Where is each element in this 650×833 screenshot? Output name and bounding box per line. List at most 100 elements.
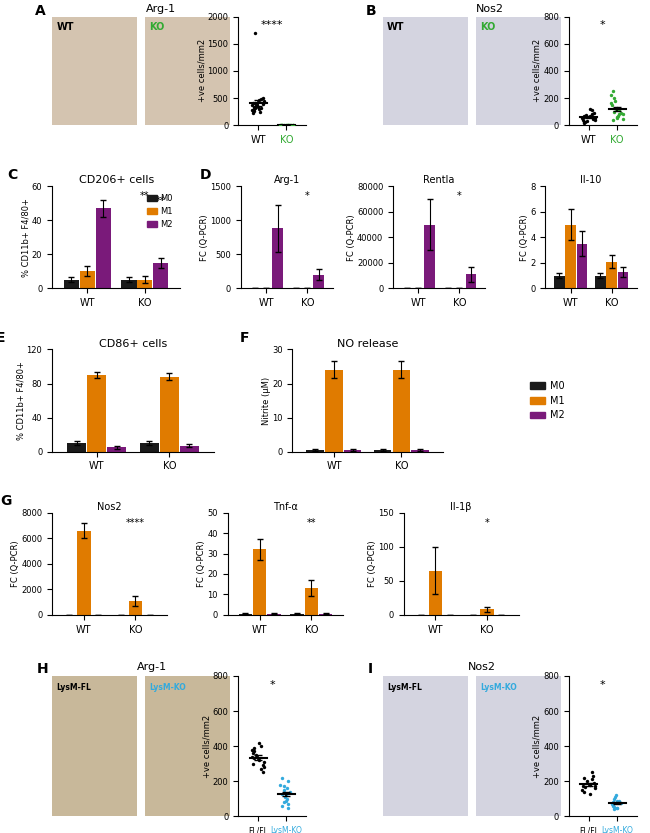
Text: KO: KO xyxy=(480,22,495,32)
Bar xyxy=(304,588,318,615)
Y-axis label: Nitrite (μM): Nitrite (μM) xyxy=(262,377,270,425)
Point xyxy=(588,770,599,783)
Point xyxy=(250,101,261,114)
Point xyxy=(259,95,270,108)
Point xyxy=(616,107,626,120)
Point xyxy=(612,101,623,114)
Point xyxy=(247,103,257,117)
Point xyxy=(277,771,287,785)
Bar xyxy=(77,531,90,615)
Point xyxy=(277,118,287,132)
Y-axis label: FC (Q-PCR): FC (Q-PCR) xyxy=(520,214,529,261)
Text: ****: **** xyxy=(126,518,145,528)
Point xyxy=(258,766,268,779)
Text: *: * xyxy=(600,20,606,30)
Bar xyxy=(554,276,565,288)
Point xyxy=(278,796,289,809)
Point xyxy=(281,117,292,131)
Point xyxy=(587,107,597,121)
Point xyxy=(585,778,595,791)
Point xyxy=(588,776,599,790)
Bar xyxy=(80,272,95,288)
Point xyxy=(612,795,623,808)
Text: E: E xyxy=(0,331,5,345)
Y-axis label: FC (Q-PCR): FC (Q-PCR) xyxy=(11,541,20,587)
Point xyxy=(577,783,588,796)
Bar xyxy=(107,447,126,451)
Bar xyxy=(344,450,361,451)
Text: LysM-KO: LysM-KO xyxy=(150,683,186,692)
Point xyxy=(610,791,621,804)
Point xyxy=(280,789,291,802)
Bar xyxy=(424,225,435,288)
Text: *: * xyxy=(457,192,462,202)
Point xyxy=(606,88,616,102)
Point xyxy=(256,92,266,106)
Point xyxy=(579,116,590,129)
Title: NO release: NO release xyxy=(337,339,398,349)
Y-axis label: +ve cells/mm2: +ve cells/mm2 xyxy=(202,715,211,778)
Text: Arg-1: Arg-1 xyxy=(146,3,176,13)
Point xyxy=(590,781,600,795)
Bar xyxy=(239,614,252,615)
Point xyxy=(259,761,270,774)
Y-axis label: FC (Q-PCR): FC (Q-PCR) xyxy=(346,214,356,261)
Title: Il-10: Il-10 xyxy=(580,176,602,186)
Legend: M0, M1, M2: M0, M1, M2 xyxy=(144,191,176,232)
Y-axis label: FC (Q-PCR): FC (Q-PCR) xyxy=(200,214,209,261)
Point xyxy=(249,104,259,117)
Point xyxy=(285,785,296,798)
Point xyxy=(275,118,285,132)
Bar xyxy=(411,450,429,451)
Bar xyxy=(129,601,142,615)
Point xyxy=(606,97,616,110)
Point xyxy=(278,780,289,793)
Point xyxy=(287,118,298,132)
Point xyxy=(256,740,266,753)
Point xyxy=(585,102,595,116)
Point xyxy=(281,794,291,807)
Title: Rentla: Rentla xyxy=(423,176,454,186)
Y-axis label: +ve cells/mm2: +ve cells/mm2 xyxy=(197,39,206,102)
Point xyxy=(612,801,623,814)
Point xyxy=(257,759,268,772)
Text: Nos2: Nos2 xyxy=(468,662,496,672)
Point xyxy=(608,113,618,127)
Text: A: A xyxy=(35,3,46,17)
Point xyxy=(607,98,618,112)
Point xyxy=(590,114,601,127)
Text: Nos2: Nos2 xyxy=(476,3,504,13)
Point xyxy=(609,92,619,105)
Point xyxy=(254,102,265,116)
Bar xyxy=(67,443,86,451)
Text: KO: KO xyxy=(150,22,164,32)
Text: WT: WT xyxy=(387,22,404,32)
Bar xyxy=(272,228,283,288)
Point xyxy=(279,783,289,796)
Point xyxy=(612,802,622,816)
Point xyxy=(254,93,265,107)
Text: **: ** xyxy=(140,192,150,202)
Point xyxy=(285,118,296,132)
Point xyxy=(608,796,618,809)
Text: C: C xyxy=(7,168,18,182)
Point xyxy=(252,98,263,112)
Bar xyxy=(267,614,281,615)
Text: Arg-1: Arg-1 xyxy=(137,662,167,672)
Point xyxy=(247,743,257,756)
Point xyxy=(580,115,590,128)
Point xyxy=(283,801,293,814)
Point xyxy=(259,756,270,769)
Title: Tnf-α: Tnf-α xyxy=(273,502,298,512)
Title: CD206+ cells: CD206+ cells xyxy=(79,176,154,186)
Y-axis label: % CD11b+ F4/80+: % CD11b+ F4/80+ xyxy=(21,198,31,277)
Point xyxy=(248,102,259,116)
Point xyxy=(255,762,266,776)
Point xyxy=(248,757,259,771)
Point xyxy=(611,102,621,116)
Bar xyxy=(140,443,159,451)
Point xyxy=(579,110,590,123)
Point xyxy=(611,789,621,802)
Point xyxy=(248,104,259,117)
Point xyxy=(248,101,259,114)
